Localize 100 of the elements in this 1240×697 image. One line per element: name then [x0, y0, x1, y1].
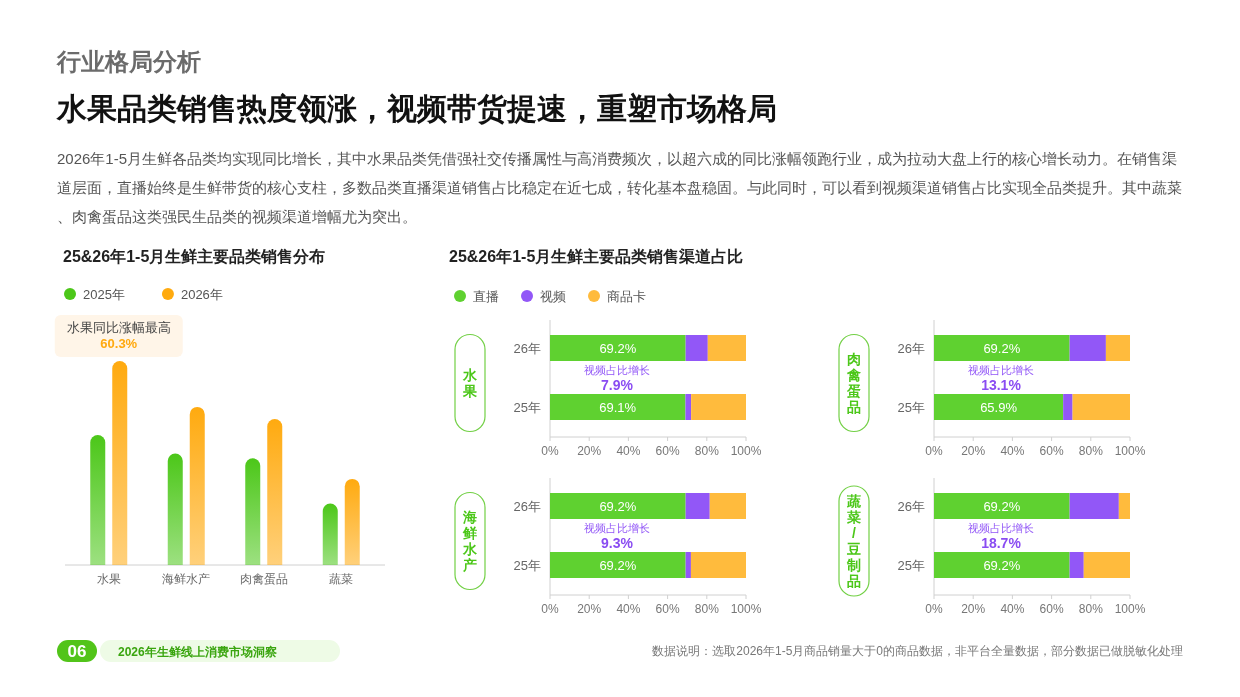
text: 行业格局分析 [56, 48, 201, 75]
text: 水果同比涨幅最高 [66, 320, 171, 335]
bar [90, 435, 106, 565]
y-tick-label: 26年 [897, 341, 925, 356]
y-tick-label: 26年 [897, 499, 925, 514]
x-tick-label: 80% [694, 444, 720, 458]
data-label: 69.2% [599, 341, 637, 356]
bar [1069, 493, 1119, 519]
legend-label: 视频 [540, 289, 566, 304]
y-tick-label: 25年 [513, 558, 541, 573]
bar [167, 453, 183, 565]
bar [1083, 552, 1130, 578]
bar [1072, 394, 1130, 420]
bar [245, 458, 261, 565]
x-tick-label: 40% [616, 602, 641, 616]
x-tick-label: 80% [1078, 444, 1104, 458]
text: 肉禽蛋品 [846, 351, 861, 415]
data-label: 69.2% [983, 499, 1021, 514]
x-tick-label: 肉禽蛋品 [239, 572, 288, 586]
text: 60.3% [100, 336, 138, 351]
bar [344, 478, 360, 565]
bar [709, 493, 746, 519]
y-tick-label: 26年 [513, 499, 541, 514]
bar [1069, 552, 1084, 578]
y-tick-label: 25年 [897, 558, 925, 573]
bar [934, 552, 1070, 578]
annotation: 视频占比增长 [968, 364, 1034, 376]
data-label: 65.9% [980, 400, 1018, 415]
chart-title: 25&26年1-5月生鲜主要品类销售分布 [63, 247, 326, 265]
x-tick-label: 40% [1000, 602, 1025, 616]
bar [189, 406, 205, 565]
text: 2026年生鲜线上消费市场洞察 [118, 645, 277, 659]
bar [1069, 335, 1106, 361]
text: 2026年1-5月生鲜各品类均实现同比增长，其中水果品类凭借强社交传播属性与高消费频次，以超六成的同比涨幅领跑行业，成为拉动大盘上行的核心增长动力。在销售渠道层面，直播始终是生鲜带货的核心支柱，多数品类直播渠道销售占比稳定在近七成，转化基本盘稳固。与此同时，可以看到视频渠道销售占比实现全品类提升。其中蔬菜、肉禽蛋品这类强民生品类的视频渠道增幅尤为突出。 [57, 150, 1182, 225]
annotation: 视频占比增长 [584, 364, 650, 376]
bar [550, 552, 686, 578]
x-tick-label: 20% [577, 602, 602, 616]
annotation: 13.1% [981, 377, 1022, 393]
annotation: 视频占比增长 [968, 522, 1034, 534]
x-tick-label: 60% [1039, 602, 1064, 616]
legend-label: 2025年 [83, 287, 125, 302]
annotation: 9.3% [601, 535, 634, 551]
x-tick-label: 100% [1114, 444, 1146, 458]
bar [112, 361, 128, 565]
x-tick-label: 水果 [96, 572, 121, 586]
data-label: 69.1% [599, 400, 637, 415]
bar [685, 335, 708, 361]
x-tick-label: 0% [541, 444, 559, 458]
bar [1105, 335, 1130, 361]
x-tick-label: 60% [1039, 444, 1064, 458]
chart-title: 25&26年1-5月生鲜主要品类销售渠道占比 [449, 247, 744, 265]
data-label: 69.2% [599, 558, 637, 573]
bar [690, 552, 746, 578]
bar [685, 394, 692, 420]
bar [685, 493, 710, 519]
bar [707, 335, 746, 361]
x-tick-label: 20% [577, 444, 602, 458]
annotation: 视频占比增长 [584, 522, 650, 534]
text: 水果 [462, 367, 478, 399]
bar [1118, 493, 1130, 519]
bar [322, 503, 338, 565]
x-tick-label: 80% [694, 602, 720, 616]
text: 数据说明：选取2026年1-5月商品销量大于0的商品数据，非平台全量数据，部分数据已做脱敏化处理 [652, 644, 1183, 658]
x-tick-label: 20% [961, 602, 986, 616]
bar [934, 493, 1070, 519]
annotation: 7.9% [601, 377, 634, 393]
x-tick-label: 40% [616, 444, 641, 458]
text: 水果品类销售热度领涨，视频带货提速，重塑市场格局 [56, 92, 777, 125]
x-tick-label: 60% [655, 602, 680, 616]
data-label: 69.2% [983, 341, 1021, 356]
x-tick-label: 0% [541, 602, 559, 616]
x-tick-label: 0% [925, 602, 943, 616]
legend-label: 商品卡 [607, 289, 646, 304]
x-tick-label: 蔬菜 [329, 572, 354, 586]
x-tick-label: 0% [925, 444, 943, 458]
x-tick-label: 40% [1000, 444, 1025, 458]
bar [934, 335, 1070, 361]
annotation: 18.7% [981, 535, 1022, 551]
y-tick-label: 26年 [513, 341, 541, 356]
bar [691, 394, 746, 420]
data-label: 69.2% [599, 499, 637, 514]
bar [550, 493, 686, 519]
x-tick-label: 100% [730, 602, 762, 616]
bar [550, 335, 686, 361]
x-tick-label: 100% [1114, 602, 1146, 616]
x-tick-label: 20% [961, 444, 986, 458]
bar [267, 418, 283, 565]
y-tick-label: 25年 [897, 400, 925, 415]
x-tick-label: 80% [1078, 602, 1104, 616]
x-tick-label: 海鲜水产 [162, 572, 211, 586]
legend-label: 直播 [473, 289, 499, 304]
text: 06 [67, 642, 87, 661]
bar [934, 394, 1064, 420]
legend-label: 2026年 [180, 287, 223, 302]
bar [550, 394, 686, 420]
x-tick-label: 60% [655, 444, 680, 458]
text: 蔬菜/豆制品 [846, 493, 861, 589]
data-label: 69.2% [983, 558, 1021, 573]
x-tick-label: 100% [730, 444, 762, 458]
bar [1063, 394, 1073, 420]
